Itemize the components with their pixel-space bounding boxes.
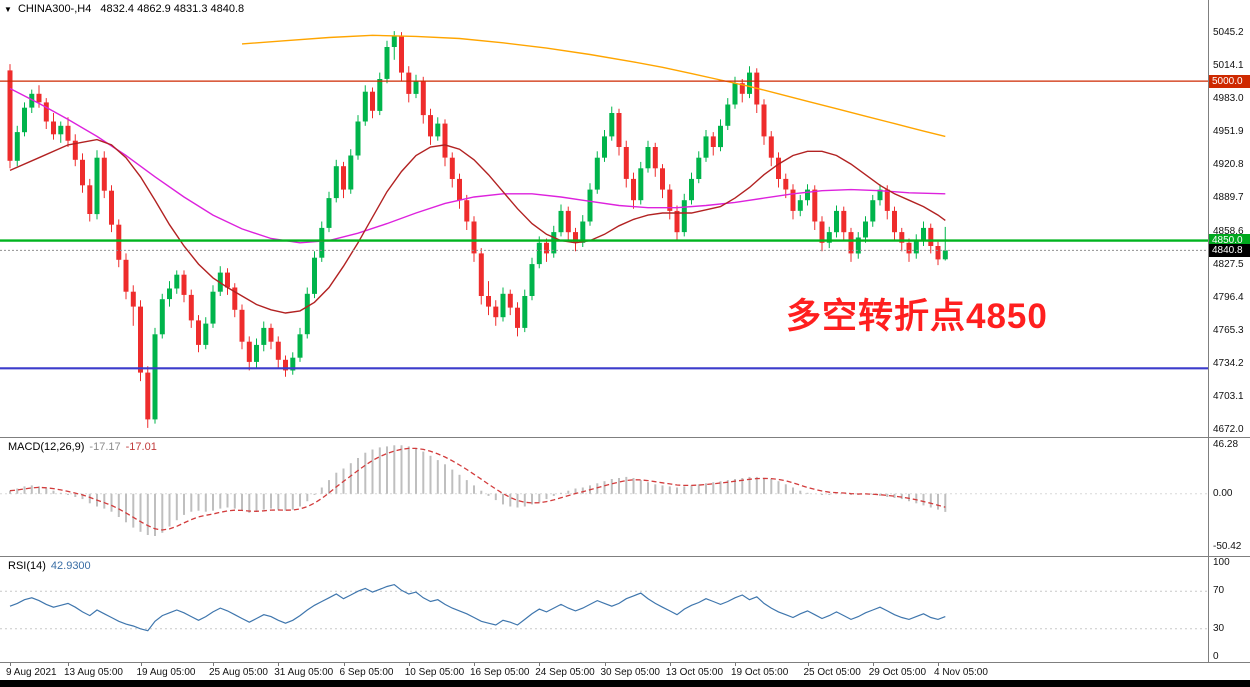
axis-tick-label: 0.00	[1213, 487, 1233, 499]
price-axis[interactable]: 5045.2 5014.1 4983.0 4951.9 4920.8 4889.7 4858…	[1208, 0, 1250, 662]
axis-tick-label: 100	[1213, 557, 1230, 568]
axis-tick-label: 4889.7	[1213, 192, 1244, 204]
time-axis-label: 13 Oct 05:00	[665, 667, 724, 678]
time-axis-label: 19 Aug 05:00	[136, 667, 196, 678]
panel-separator[interactable]	[0, 556, 1250, 557]
time-tick	[68, 663, 69, 666]
time-axis-label: 13 Aug 05:00	[64, 667, 123, 678]
price-badge-5000: 5000.0	[1209, 74, 1250, 88]
ma-medium-line	[9, 87, 946, 244]
taskbar[interactable]	[0, 680, 1250, 687]
rsi-panel[interactable]	[0, 557, 1208, 662]
time-tick	[474, 663, 475, 666]
axis-tick-label: 0	[1213, 651, 1219, 662]
time-tick	[807, 663, 809, 666]
time-tick	[735, 663, 736, 666]
rsi-line	[9, 583, 946, 632]
time-axis-label: 16 Sep 05:00	[470, 667, 530, 678]
axis-tick-label: 30	[1213, 622, 1225, 634]
time-tick	[10, 663, 11, 666]
ma-fast-line	[9, 138, 946, 314]
axis-tick-label: -50.42	[1213, 541, 1242, 552]
time-axis-label: 10 Sep 05:00	[404, 667, 465, 678]
time-tick	[278, 663, 280, 666]
time-axis-label: 25 Oct 05:00	[803, 667, 861, 678]
chart-annotation[interactable]: 多空转折点4850	[786, 297, 1048, 336]
time-tick	[343, 663, 345, 666]
time-axis-label: 24 Sep 05:00	[535, 667, 595, 678]
axis-tick-label: 4858.6	[1213, 225, 1244, 237]
axis-tick-label: 5045.2	[1213, 27, 1244, 38]
time-axis-label: 25 Aug 05:00	[209, 667, 268, 678]
time-axis[interactable]: 9 Aug 2021 13 Aug 05:00 19 Aug 05:00 25 Aug…	[0, 663, 1250, 680]
axis-tick-label: 4796.4	[1213, 291, 1244, 303]
axis-tick-label: 4703.1	[1213, 390, 1244, 402]
chart-header: ▼ CHINA300-,H4 4832.4 4862.9 4831.3 4840…	[4, 3, 244, 15]
time-axis-label: 6 Sep 05:00	[339, 667, 394, 678]
macd-signal-value: -17.01	[125, 441, 157, 453]
macd-indicator-name: MACD(12,26,9)	[8, 441, 85, 453]
axis-tick-label: 4920.8	[1213, 159, 1244, 171]
panel-separator[interactable]	[0, 437, 1250, 438]
rsi-value: 42.9300	[50, 560, 91, 572]
time-tick	[213, 663, 214, 666]
axis-tick-label: 4983.0	[1213, 93, 1244, 105]
rsi-indicator-name: RSI(14)	[8, 560, 46, 572]
macd-main-value: -17.17	[89, 441, 121, 453]
time-tick	[140, 663, 142, 666]
time-axis-label: 31 Aug 05:00	[274, 667, 334, 678]
panel-separator	[0, 662, 1250, 663]
rsi-label: RSI(14) 42.9300	[8, 560, 91, 572]
price-badge-last: 4840.8	[1209, 243, 1250, 257]
axis-tick-label: 4827.5	[1213, 258, 1244, 270]
symbol-timeframe: CHINA300-,H4	[17, 3, 92, 15]
time-tick	[669, 663, 671, 666]
axis-tick-label: 46.28	[1213, 439, 1239, 450]
price-badge-4850: 4850.0	[1209, 234, 1250, 248]
one-click-trading-toggle-icon[interactable]: ▼	[4, 5, 12, 14]
macd-histogram	[9, 445, 947, 536]
time-axis-label: 4 Nov 05:00	[934, 667, 988, 678]
time-axis-label: 30 Sep 05:00	[600, 667, 661, 678]
time-axis-label: 29 Oct 05:00	[868, 667, 927, 678]
time-tick	[604, 663, 606, 666]
macd-label: MACD(12,26,9) -17.17 -17.01	[8, 441, 157, 453]
time-tick	[938, 663, 939, 666]
axis-tick-label: 4951.9	[1213, 126, 1244, 138]
time-tick	[408, 663, 410, 666]
time-tick	[539, 663, 541, 666]
axis-tick-label: 4734.2	[1213, 357, 1244, 369]
axis-tick-label: 5014.1	[1213, 60, 1244, 72]
ma-slow-line	[241, 34, 946, 138]
axis-tick-label: 4765.3	[1213, 324, 1244, 336]
macd-panel[interactable]	[0, 438, 1208, 556]
time-axis-label: 9 Aug 2021	[6, 667, 57, 678]
price-chart[interactable]	[0, 0, 1208, 437]
axis-tick-label: 70	[1213, 585, 1225, 597]
macd-signal-line	[9, 447, 946, 531]
time-tick	[872, 663, 874, 666]
time-axis-label: 19 Oct 05:00	[731, 667, 789, 678]
ohlc-values: 4832.4 4862.9 4831.3 4840.8	[100, 3, 245, 15]
axis-tick-label: 4672.0	[1213, 424, 1244, 435]
